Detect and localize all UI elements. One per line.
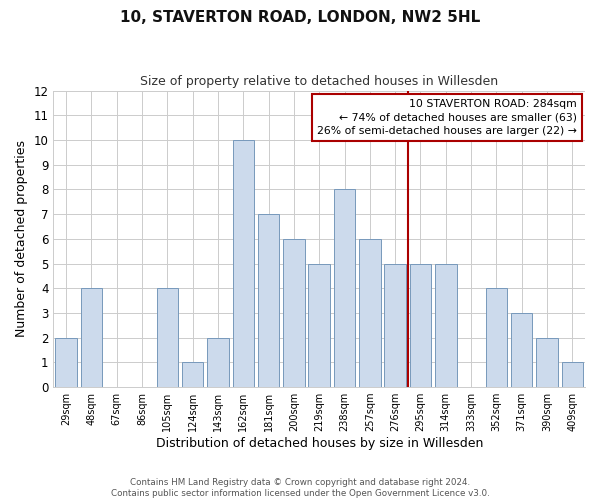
Bar bbox=[308, 264, 330, 387]
Bar bbox=[435, 264, 457, 387]
Bar bbox=[207, 338, 229, 387]
Bar bbox=[258, 214, 280, 387]
Bar bbox=[410, 264, 431, 387]
Bar bbox=[511, 313, 532, 387]
Bar bbox=[283, 239, 305, 387]
Title: Size of property relative to detached houses in Willesden: Size of property relative to detached ho… bbox=[140, 75, 498, 88]
Bar bbox=[334, 190, 355, 387]
Y-axis label: Number of detached properties: Number of detached properties bbox=[15, 140, 28, 338]
X-axis label: Distribution of detached houses by size in Willesden: Distribution of detached houses by size … bbox=[155, 437, 483, 450]
Bar bbox=[485, 288, 507, 387]
Bar bbox=[55, 338, 77, 387]
Bar bbox=[385, 264, 406, 387]
Bar bbox=[157, 288, 178, 387]
Text: Contains HM Land Registry data © Crown copyright and database right 2024.
Contai: Contains HM Land Registry data © Crown c… bbox=[110, 478, 490, 498]
Bar bbox=[233, 140, 254, 387]
Bar bbox=[80, 288, 102, 387]
Bar bbox=[359, 239, 380, 387]
Bar bbox=[182, 362, 203, 387]
Text: 10, STAVERTON ROAD, LONDON, NW2 5HL: 10, STAVERTON ROAD, LONDON, NW2 5HL bbox=[120, 10, 480, 25]
Bar bbox=[562, 362, 583, 387]
Text: 10 STAVERTON ROAD: 284sqm
← 74% of detached houses are smaller (63)
26% of semi-: 10 STAVERTON ROAD: 284sqm ← 74% of detac… bbox=[317, 100, 577, 136]
Bar bbox=[536, 338, 558, 387]
